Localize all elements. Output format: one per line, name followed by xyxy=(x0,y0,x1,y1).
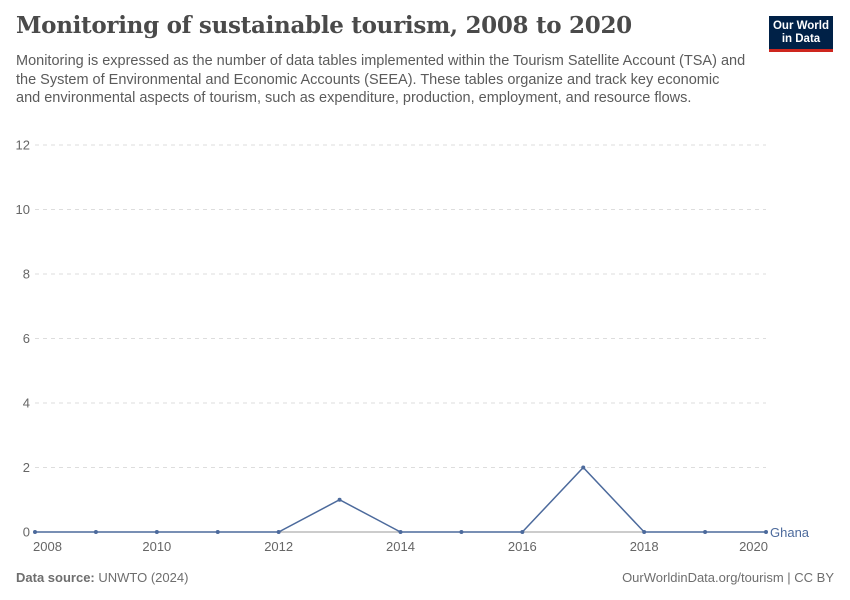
data-point xyxy=(398,530,403,534)
data-point xyxy=(215,530,220,534)
chart-subtitle: Monitoring is expressed as the number of… xyxy=(16,53,746,106)
data-point xyxy=(764,530,768,534)
x-tick-label: 2014 xyxy=(386,539,415,554)
x-tick-label: 2016 xyxy=(508,539,537,554)
data-source: Data source: UNWTO (2024) xyxy=(16,570,188,585)
credit-link[interactable]: OurWorldinData.org/tourism | CC BY xyxy=(622,570,834,585)
data-point xyxy=(703,530,708,534)
data-point xyxy=(154,530,159,534)
y-tick-label: 8 xyxy=(23,267,30,282)
data-point xyxy=(642,530,647,534)
data-point xyxy=(276,530,281,534)
x-tick-label: 2020 xyxy=(739,539,768,554)
x-tick-label: 2018 xyxy=(630,539,659,554)
x-tick-label: 2008 xyxy=(33,539,62,554)
series-line-ghana xyxy=(35,466,766,533)
chart-title: Monitoring of sustainable tourism, 2008 … xyxy=(16,12,632,39)
owid-logo[interactable]: Our World in Data xyxy=(769,16,833,52)
source-link[interactable]: UNWTO (2024) xyxy=(98,570,189,585)
data-point xyxy=(33,530,37,534)
data-point xyxy=(581,465,586,470)
series-label: Ghana xyxy=(770,525,810,540)
data-point xyxy=(93,530,98,534)
y-tick-label: 6 xyxy=(23,331,30,346)
y-tick-label: 4 xyxy=(23,396,30,411)
data-point xyxy=(520,530,525,534)
source-label: Data source: xyxy=(16,570,95,585)
x-tick-label: 2012 xyxy=(264,539,293,554)
y-tick-label: 0 xyxy=(23,525,30,540)
x-tick-label: 2010 xyxy=(142,539,171,554)
y-tick-label: 10 xyxy=(16,202,30,217)
data-point xyxy=(337,497,342,502)
y-tick-label: 12 xyxy=(16,138,30,153)
y-tick-label: 2 xyxy=(23,460,30,475)
data-point xyxy=(459,530,464,534)
